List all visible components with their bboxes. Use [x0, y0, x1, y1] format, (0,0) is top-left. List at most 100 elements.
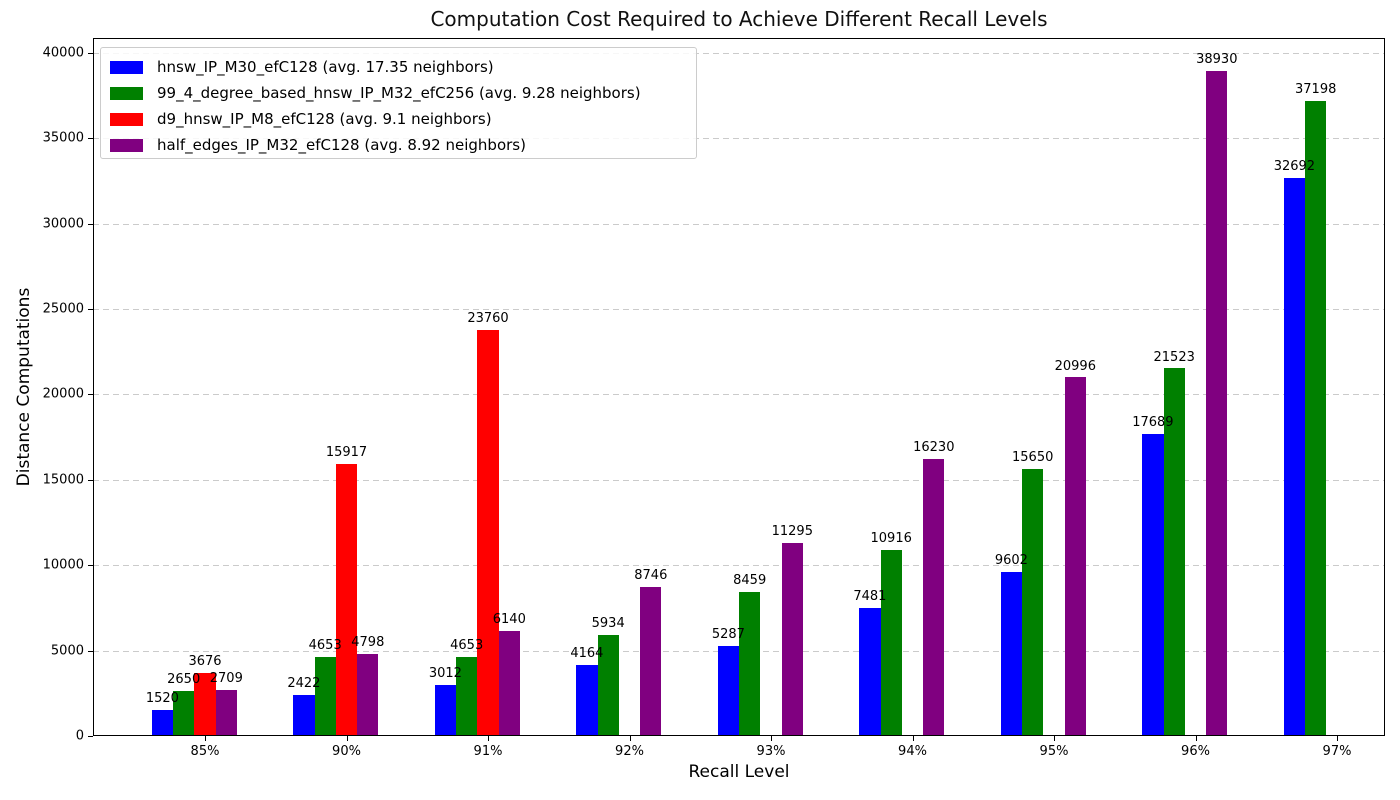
x-tick-label: 91%	[473, 744, 503, 759]
legend-swatch	[110, 138, 143, 152]
bar	[1022, 468, 1044, 736]
y-tick-label: 0	[75, 728, 84, 744]
bar-value-label: 32692	[1273, 158, 1316, 174]
bar	[1283, 177, 1306, 736]
legend-item: hnsw_IP_M30_efC128 (avg. 17.35 neighbors…	[110, 54, 696, 80]
bar	[357, 654, 379, 736]
bar	[498, 631, 520, 736]
x-tick-mark	[1195, 736, 1197, 741]
chart-title: Computation Cost Required to Achieve Dif…	[430, 7, 1048, 31]
bar-value-label: 3012	[428, 665, 462, 681]
legend-swatch	[110, 86, 143, 100]
bar-value-label: 9602	[994, 553, 1028, 569]
x-tick-mark	[1054, 736, 1055, 741]
bar	[434, 684, 457, 736]
bar-value-label: 21523	[1153, 349, 1195, 365]
y-gridline	[93, 394, 1385, 396]
bar-value-label: 37198	[1295, 81, 1337, 97]
bar	[456, 656, 478, 736]
y-tick-label: 10000	[42, 557, 84, 573]
y-gridline	[93, 309, 1385, 311]
legend-item: d9_hnsw_IP_M8_efC128 (avg. 9.1 neighbors…	[110, 106, 696, 132]
bar-value-label: 23760	[467, 311, 509, 327]
x-tick-mark	[771, 736, 772, 741]
bar	[576, 664, 598, 736]
bar	[1206, 71, 1228, 736]
x-tick-mark	[205, 736, 206, 741]
bar-value-label: 3676	[188, 654, 222, 670]
x-tick-label: 92%	[615, 744, 644, 759]
legend-label: half_edges_IP_M32_efC128 (avg. 8.92 neig…	[157, 136, 526, 154]
bar	[293, 694, 315, 736]
bar-value-label: 20996	[1054, 358, 1096, 374]
legend-label: d9_hnsw_IP_M8_efC128 (avg. 9.1 neighbors…	[157, 110, 492, 128]
x-tick-label: 94%	[898, 744, 927, 759]
bar-value-label: 2422	[287, 675, 321, 691]
y-tick-mark	[88, 309, 93, 311]
y-tick-label: 35000	[42, 130, 84, 146]
bar	[1163, 368, 1185, 736]
x-tick-label: 95%	[1039, 744, 1069, 759]
bar	[1305, 100, 1327, 736]
bar-value-label: 4653	[450, 637, 484, 653]
bar-value-label: 1520	[145, 691, 179, 707]
bar	[781, 543, 803, 736]
bar-value-label: 17689	[1132, 414, 1174, 430]
y-tick-mark	[88, 650, 93, 652]
bar	[215, 689, 237, 736]
bar	[1142, 433, 1164, 736]
bar	[739, 591, 761, 736]
bar	[314, 656, 336, 736]
bar	[923, 458, 945, 736]
x-tick-mark	[346, 736, 348, 741]
y-tick-label: 5000	[50, 643, 84, 659]
bar	[640, 586, 662, 736]
y-tick-label: 40000	[42, 45, 84, 61]
y-tick-label: 25000	[42, 301, 84, 317]
y-tick-mark	[88, 138, 93, 140]
bar-value-label: 15650	[1012, 449, 1054, 465]
legend-swatch	[110, 112, 143, 126]
y-gridline	[93, 138, 1385, 140]
y-tick-label: 15000	[42, 472, 84, 488]
x-tick-mark	[629, 736, 631, 741]
y-tick-label: 30000	[42, 216, 84, 232]
y-tick-mark	[88, 52, 93, 54]
y-tick-mark	[88, 394, 93, 396]
bar-value-label: 4798	[351, 635, 385, 651]
bar-value-label: 4653	[308, 637, 342, 653]
bar	[880, 549, 902, 736]
legend-item: 99_4_degree_based_hnsw_IP_M32_efC256 (av…	[110, 80, 696, 106]
y-gridline	[93, 479, 1385, 481]
y-axis-label: Distance Computations	[14, 287, 34, 487]
x-tick-label: 96%	[1181, 744, 1210, 759]
bar	[717, 645, 740, 736]
bar-value-label: 8746	[634, 567, 668, 583]
x-tick-label: 85%	[190, 744, 220, 759]
x-tick-mark	[1337, 736, 1338, 741]
bar-value-label: 5934	[591, 615, 625, 631]
y-gridline	[93, 565, 1385, 567]
bar	[597, 634, 619, 736]
y-tick-label: 20000	[42, 386, 84, 402]
bar	[1064, 377, 1086, 736]
legend-item: half_edges_IP_M32_efC128 (avg. 8.92 neig…	[110, 132, 696, 158]
bar-value-label: 2650	[167, 671, 201, 687]
y-tick-mark	[88, 223, 93, 225]
bar-value-label: 38930	[1196, 52, 1238, 68]
x-tick-mark	[488, 736, 489, 741]
bar	[173, 690, 195, 736]
legend-swatch	[110, 60, 143, 74]
bar-value-label: 16230	[913, 439, 955, 455]
y-tick-mark	[88, 479, 93, 481]
legend-label: 99_4_degree_based_hnsw_IP_M32_efC256 (av…	[157, 84, 641, 102]
x-tick-label: 93%	[756, 744, 786, 759]
bar-value-label: 11295	[771, 524, 813, 540]
bar	[194, 673, 216, 736]
y-tick-mark	[88, 565, 93, 567]
bar	[151, 710, 174, 736]
x-tick-mark	[912, 736, 914, 741]
legend-label: hnsw_IP_M30_efC128 (avg. 17.35 neighbors…	[157, 58, 494, 76]
bar-value-label: 2709	[209, 670, 243, 686]
